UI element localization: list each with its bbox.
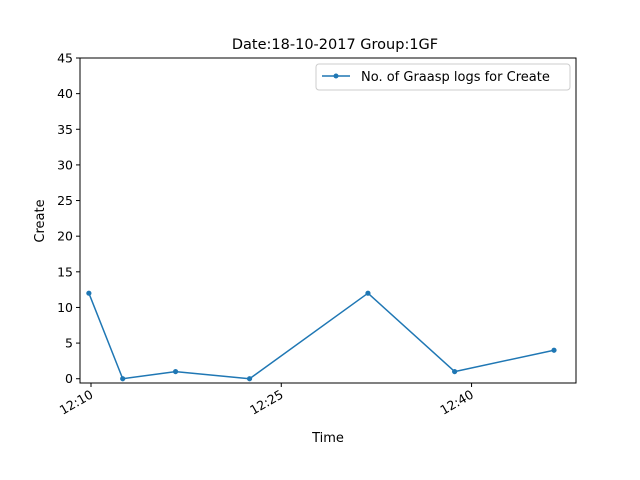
- y-tick-label: 25: [57, 193, 73, 208]
- legend-entry-label: No. of Graasp logs for Create: [361, 70, 550, 85]
- x-axis-label: Time: [311, 431, 344, 446]
- y-tick-label: 10: [57, 300, 73, 315]
- legend-marker: [333, 73, 339, 79]
- data-point: [246, 376, 253, 382]
- legend-box: [315, 63, 571, 91]
- y-tick-label: 30: [57, 157, 73, 172]
- y-tick-label: 45: [57, 51, 73, 66]
- y-tick-label: 40: [57, 86, 73, 101]
- y-tick-label: 20: [57, 229, 73, 244]
- y-tick-label: 5: [65, 336, 73, 351]
- plot-frame: [79, 57, 577, 384]
- data-point: [120, 376, 126, 382]
- data-point: [452, 368, 458, 375]
- data-point: [86, 290, 92, 296]
- legend: No. of Graasp logs for Create: [315, 63, 571, 91]
- y-tick-label: 0: [65, 371, 73, 386]
- data-point: [551, 347, 557, 353]
- y-axis-label: Create: [33, 199, 48, 242]
- y-tick-label: 15: [57, 264, 73, 279]
- data-point: [365, 290, 371, 296]
- data-point: [172, 368, 179, 375]
- y-tick-label: 35: [57, 122, 73, 137]
- chart-title: Date:18-10-2017 Group:1GF: [232, 37, 438, 53]
